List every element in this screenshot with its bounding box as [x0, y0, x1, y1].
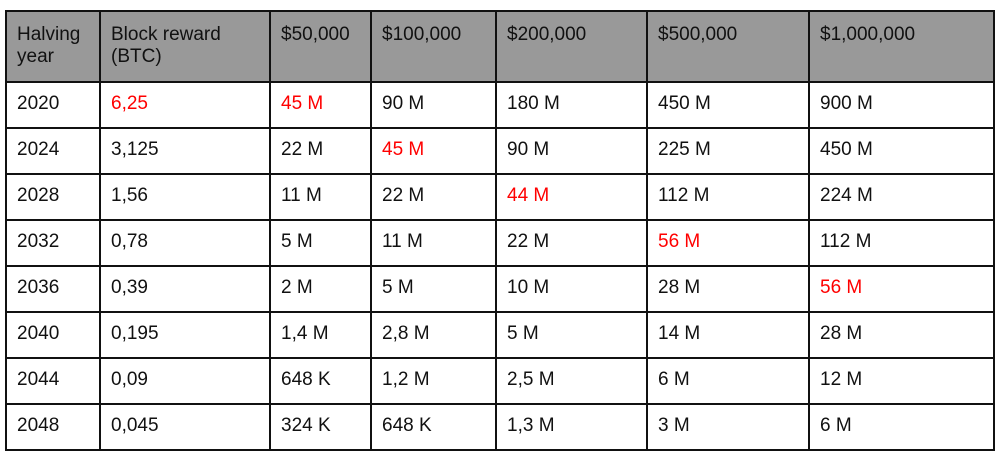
column-header-price-1m: $1,000,000 [808, 10, 995, 83]
cell-price-500k: 14 M [646, 311, 810, 359]
table-row: 2032 0,78 5 M 11 M 22 M 56 M 112 M [5, 219, 995, 267]
cell-price-50k: 1,4 M [269, 311, 372, 359]
cell-price-50k: 45 M [269, 81, 372, 129]
cell-halving-year: 2040 [5, 311, 101, 359]
cell-price-200k: 44 M [495, 173, 648, 221]
cell-price-500k: 6 M [646, 357, 810, 405]
cell-price-200k: 180 M [495, 81, 648, 129]
cell-price-200k: 10 M [495, 265, 648, 313]
cell-price-100k: 45 M [370, 127, 497, 175]
column-header-price-200k: $200,000 [495, 10, 648, 83]
cell-halving-year: 2044 [5, 357, 101, 405]
cell-halving-year: 2032 [5, 219, 101, 267]
cell-price-1m: 56 M [808, 265, 995, 313]
cell-price-500k: 112 M [646, 173, 810, 221]
cell-price-1m: 900 M [808, 81, 995, 129]
cell-price-500k: 225 M [646, 127, 810, 175]
cell-block-reward: 0,39 [99, 265, 271, 313]
cell-price-100k: 5 M [370, 265, 497, 313]
cell-price-200k: 22 M [495, 219, 648, 267]
cell-price-50k: 648 K [269, 357, 372, 405]
cell-price-50k: 2 M [269, 265, 372, 313]
table-row: 2024 3,125 22 M 45 M 90 M 225 M 450 M [5, 127, 995, 175]
cell-price-50k: 5 M [269, 219, 372, 267]
table-row: 2020 6,25 45 M 90 M 180 M 450 M 900 M [5, 81, 995, 129]
column-header-price-100k: $100,000 [370, 10, 497, 83]
halving-table: Halving year Block reward (BTC) $50,000 $10… [5, 10, 995, 451]
cell-price-1m: 6 M [808, 403, 995, 451]
cell-block-reward: 0,09 [99, 357, 271, 405]
cell-halving-year: 2024 [5, 127, 101, 175]
table-row: 2028 1,56 11 M 22 M 44 M 112 M 224 M [5, 173, 995, 221]
cell-price-1m: 224 M [808, 173, 995, 221]
cell-block-reward: 0,045 [99, 403, 271, 451]
cell-block-reward: 0,78 [99, 219, 271, 267]
cell-block-reward: 0,195 [99, 311, 271, 359]
cell-halving-year: 2048 [5, 403, 101, 451]
cell-price-1m: 112 M [808, 219, 995, 267]
column-header-halving-year: Halving year [5, 10, 101, 83]
cell-price-500k: 450 M [646, 81, 810, 129]
cell-price-100k: 11 M [370, 219, 497, 267]
cell-price-100k: 648 K [370, 403, 497, 451]
cell-block-reward: 1,56 [99, 173, 271, 221]
column-header-price-500k: $500,000 [646, 10, 810, 83]
cell-price-500k: 3 M [646, 403, 810, 451]
cell-price-50k: 22 M [269, 127, 372, 175]
cell-price-500k: 28 M [646, 265, 810, 313]
cell-price-200k: 1,3 M [495, 403, 648, 451]
cell-price-200k: 2,5 M [495, 357, 648, 405]
cell-price-100k: 22 M [370, 173, 497, 221]
cell-price-50k: 11 M [269, 173, 372, 221]
cell-price-100k: 90 M [370, 81, 497, 129]
column-header-block-reward: Block reward (BTC) [99, 10, 271, 83]
cell-price-1m: 28 M [808, 311, 995, 359]
cell-block-reward: 3,125 [99, 127, 271, 175]
cell-price-1m: 450 M [808, 127, 995, 175]
cell-price-200k: 90 M [495, 127, 648, 175]
cell-halving-year: 2020 [5, 81, 101, 129]
cell-price-500k: 56 M [646, 219, 810, 267]
cell-halving-year: 2036 [5, 265, 101, 313]
cell-price-100k: 1,2 M [370, 357, 497, 405]
column-header-price-50k: $50,000 [269, 10, 372, 83]
cell-price-200k: 5 M [495, 311, 648, 359]
cell-price-50k: 324 K [269, 403, 372, 451]
cell-block-reward: 6,25 [99, 81, 271, 129]
cell-price-100k: 2,8 M [370, 311, 497, 359]
cell-price-1m: 12 M [808, 357, 995, 405]
cell-halving-year: 2028 [5, 173, 101, 221]
header-row: Halving year Block reward (BTC) $50,000 $10… [5, 10, 995, 83]
